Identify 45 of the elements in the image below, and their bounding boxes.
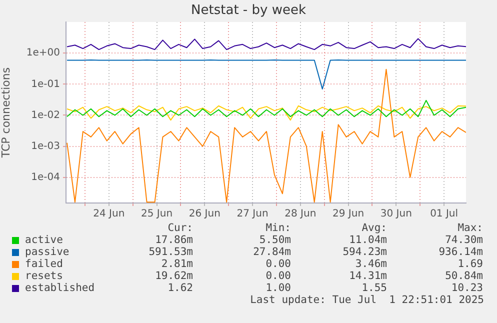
legend-label: active [25,234,63,246]
text: 5.50m [258,234,291,246]
legend-label: failed [25,258,63,270]
text: 11.04m [348,234,387,246]
text: 0.00 [264,270,291,282]
y-tick-label: 1e-03 [31,140,60,152]
x-tick-label: 01 Jul [430,208,458,220]
legend-label: passive [25,246,70,258]
text: 2.81m [160,258,193,270]
text: 3.46m [354,258,387,270]
x-tick-label: 28 Jun [284,208,316,220]
text: 27.84m [252,246,291,258]
text: 17.86m [154,234,193,246]
text: 591.53m [148,246,193,258]
text: 14.31m [348,270,387,282]
text: 10.23 [450,282,483,294]
legend-label: resets [25,270,63,282]
y-tick-label: 1e+00 [26,48,60,59]
text: Avg: [360,222,387,234]
y-tick-label: 1e-01 [31,78,60,90]
text: 594.23m [342,246,387,258]
text: 936.14m [438,246,483,258]
x-tick-label: 26 Jun [188,208,220,220]
text: 1.69 [456,258,483,270]
text: 1.62 [166,282,193,294]
x-tick-label: 29 Jun [332,208,364,220]
text: Max: [456,222,483,234]
text: Cur: [166,222,193,234]
chart-title: Netstat - by week [191,2,306,18]
y-axis-title: TCP connections [0,67,12,159]
text: 1.55 [360,282,387,294]
x-tick-label: 30 Jun [380,208,412,220]
x-tick-label: 24 Jun [93,208,125,220]
x-tick-label: 25 Jun [141,208,173,220]
text: 0.00 [264,258,291,270]
text: 50.84m [444,270,483,282]
y-tick-label: 1e-04 [31,172,60,183]
text: Last update: Tue Jul 1 22:51:01 2025 [249,294,484,306]
y-tick-label: 1e-02 [31,110,60,121]
text: 19.62m [154,270,193,282]
text: Min: [264,222,291,234]
text: 1.00 [264,282,291,294]
x-tick-label: 27 Jun [236,208,268,220]
text: 74.30m [444,234,483,246]
legend-label: established [25,282,95,294]
